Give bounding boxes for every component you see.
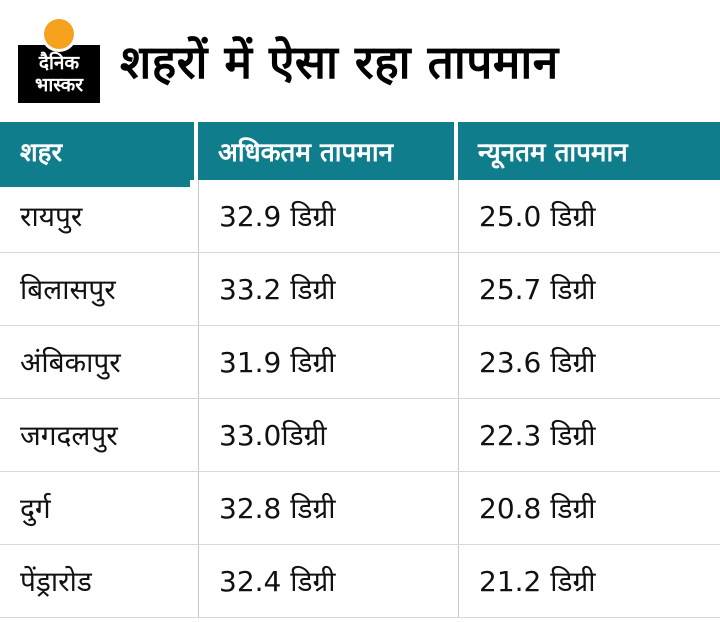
table-row: पेंड्रारोड 32.4 डिग्री 21.2 डिग्री — [0, 545, 720, 618]
header-cell-max-temp: अधिकतम तापमान — [198, 122, 458, 180]
table-cell: 23.6 डिग्री — [458, 326, 720, 398]
table-body: रायपुर 32.9 डिग्री 25.0 डिग्री बिलासपुर 33.2… — [0, 180, 720, 622]
table-cell: 20.8 डिग्री — [458, 472, 720, 544]
table-cell: 32.4 डिग्री — [198, 545, 458, 617]
table-cell: 25.0 डिग्री — [458, 180, 720, 252]
table-cell: 25.7 डिग्री — [458, 253, 720, 325]
page-title: शहरों में ऐसा रहा तापमान — [120, 35, 559, 89]
table-cell: 21.2 डिग्री — [458, 545, 720, 617]
table-cell: बिलासपुर — [20, 273, 116, 306]
logo-text: दैनिक भास्कर — [18, 45, 100, 103]
header-cell-min-temp: न्यूनतम तापमान — [458, 122, 720, 180]
table-cell: जगदलपुर — [20, 419, 118, 452]
table-cell: पेंड्रारोड — [20, 565, 92, 598]
table-row: जगदलपुर 33.0डिग्री 22.3 डिग्री — [0, 399, 720, 472]
table-cell: अंबिकापुर — [20, 346, 121, 379]
sun-icon — [44, 19, 74, 50]
logo-line1: दैनिक — [38, 52, 80, 75]
table-header: शहर अधिकतम तापमान न्यूनतम तापमान — [0, 122, 720, 187]
table-row: बिलासपुर 33.2 डिग्री 25.7 डिग्री — [0, 253, 720, 326]
table-cell: 22.3 डिग्री — [458, 399, 720, 471]
table-cell: दुर्ग — [20, 492, 51, 525]
temperature-table: शहर अधिकतम तापमान न्यूनतम तापमान रायपुर 3… — [0, 122, 720, 622]
table-row: अंबिकापुर 31.9 डिग्री 23.6 डिग्री — [0, 326, 720, 399]
table-row: रायपुर 32.9 डिग्री 25.0 डिग्री — [0, 180, 720, 253]
table-cell: 33.0डिग्री — [198, 399, 458, 471]
logo-line2: भास्कर — [34, 74, 84, 96]
header-banner: दैनिक भास्कर शहरों में ऐसा रहा तापमान — [0, 0, 720, 122]
table-cell: 31.9 डिग्री — [198, 326, 458, 398]
table-cell: 32.9 डिग्री — [198, 180, 458, 252]
table-row: दुर्ग 32.8 डिग्री 20.8 डिग्री — [0, 472, 720, 545]
dainik-bhaskar-logo: दैनिक भास्कर — [16, 19, 102, 103]
header-cell-city: शहर — [0, 122, 198, 187]
table-cell: रायपुर — [20, 200, 83, 233]
table-cell: 32.8 डिग्री — [198, 472, 458, 544]
table-cell: 33.2 डिग्री — [198, 253, 458, 325]
